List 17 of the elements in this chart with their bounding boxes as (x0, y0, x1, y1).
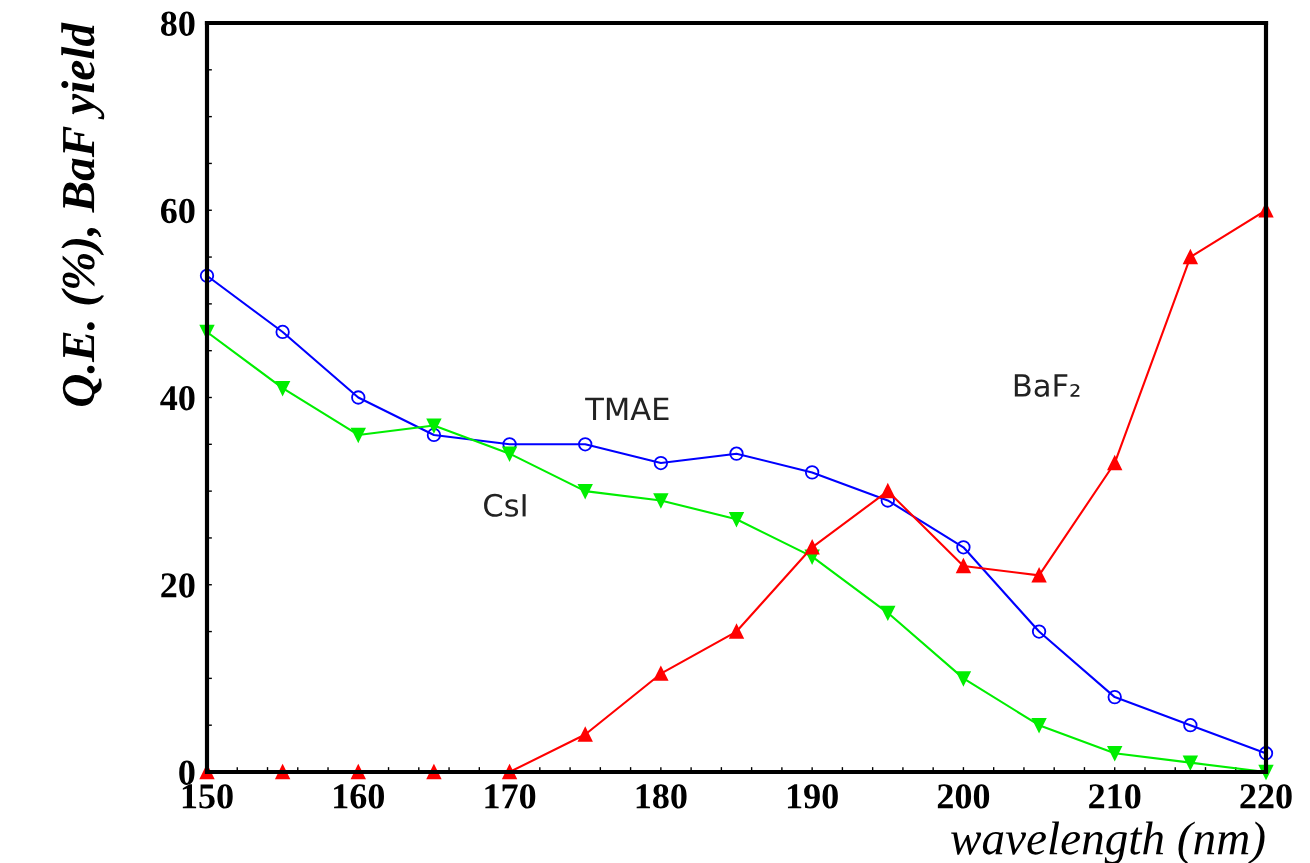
y-tick-label: 0 (179, 760, 195, 785)
x-tick-label: 170 (485, 784, 536, 809)
x-tick-label: 220 (1240, 784, 1292, 809)
x-tick-label: 190 (787, 784, 838, 809)
y-tick-label: 60 (161, 198, 195, 224)
series-label: TMAE (585, 397, 669, 420)
y-tick-label: 20 (161, 573, 195, 598)
x-tick-label: 160 (334, 784, 384, 809)
x-tick-label: 210 (1089, 784, 1141, 809)
series-label: CsI (484, 493, 526, 517)
x-tick-label: 150 (182, 784, 233, 809)
series-label: BaF₂ (1014, 374, 1080, 397)
y-tick-label: 80 (160, 11, 195, 36)
x-tick-label: 180 (636, 784, 687, 809)
y-axis-title: Q.E. (%), BaF yield (61, 22, 105, 407)
x-tick-label: 200 (937, 784, 990, 809)
y-tick-label: 40 (160, 386, 195, 411)
